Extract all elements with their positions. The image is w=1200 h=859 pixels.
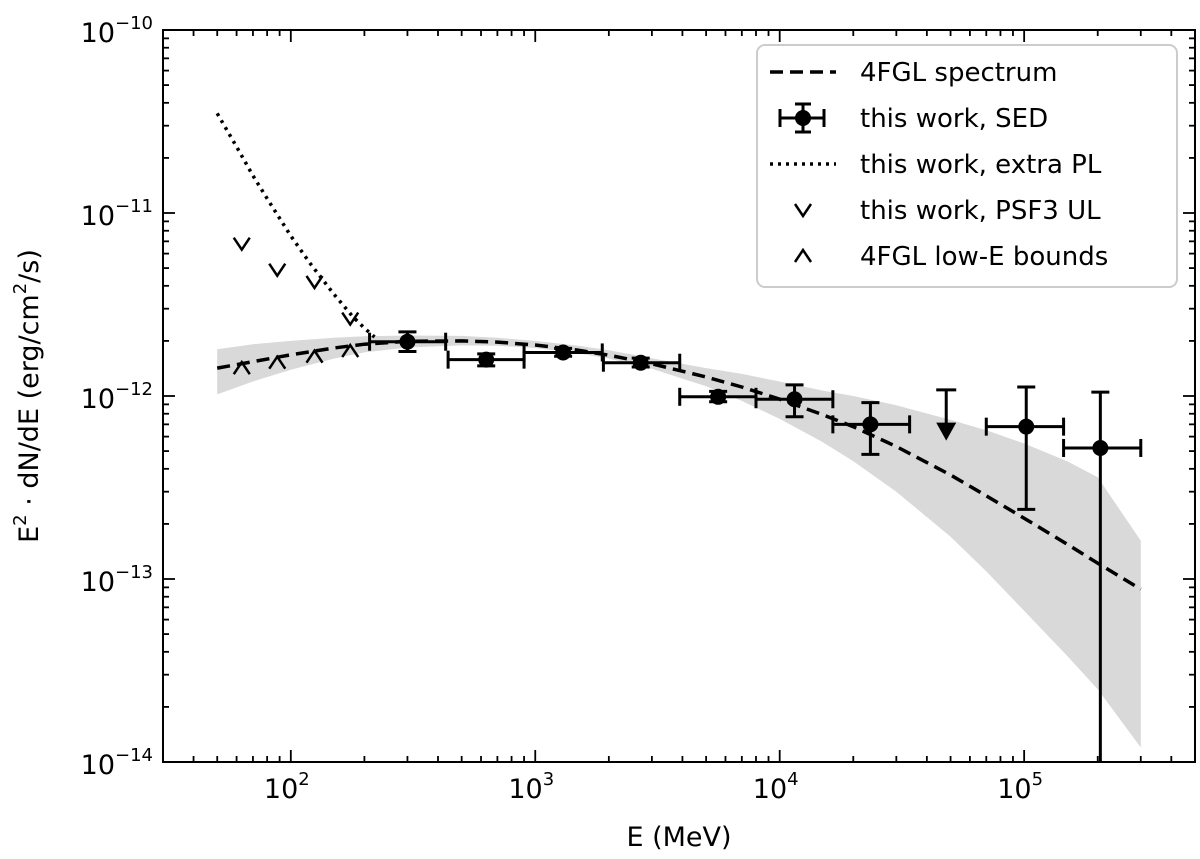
tick-exponent: 3 xyxy=(543,769,554,790)
sed-point xyxy=(678,387,758,406)
sed-marker xyxy=(862,416,879,433)
legend-vee-down-icon xyxy=(793,203,813,219)
tick-exponent: −10 xyxy=(115,13,153,34)
tick-exponent: −14 xyxy=(115,745,153,766)
legend-entry: 4FGL low-E bounds xyxy=(793,242,1108,272)
tick-exponent: −12 xyxy=(115,379,153,400)
y-tick-label: 10−13 xyxy=(81,562,153,598)
sed-marker xyxy=(786,391,803,408)
low-e-bound-marker xyxy=(341,342,360,358)
sed-point xyxy=(601,353,682,372)
sed-marker xyxy=(555,344,572,361)
sed-point xyxy=(522,343,604,362)
legend-label: this work, extra PL xyxy=(860,150,1102,180)
legend-label: 4FGL spectrum xyxy=(860,58,1057,88)
y-tick-label: 10−11 xyxy=(81,196,153,232)
y-label-part: /s) xyxy=(14,249,45,283)
legend-label: this work, SED xyxy=(860,104,1048,134)
upper-limit-arrowhead xyxy=(936,422,957,441)
x-tick-label: 103 xyxy=(508,769,554,805)
sed-upper-limit xyxy=(936,388,957,441)
sed-marker xyxy=(399,333,416,350)
tick-base: 10 xyxy=(997,774,1031,805)
legend-label: 4FGL low-E bounds xyxy=(860,242,1108,272)
sed-point xyxy=(831,401,912,456)
sed-point xyxy=(1062,390,1143,762)
tick-base: 10 xyxy=(508,774,542,805)
tick-base: 10 xyxy=(81,201,115,232)
tick-exponent: 5 xyxy=(1032,769,1043,790)
tick-exponent: −13 xyxy=(115,562,153,583)
legend-entry: this work, extra PL xyxy=(770,150,1102,180)
sed-marker xyxy=(632,354,649,371)
tick-exponent: 2 xyxy=(298,769,309,790)
y-tick-label: 10−10 xyxy=(81,13,153,49)
psf3-ul-marker xyxy=(268,263,287,278)
y-axis-label: E2 · dN/dE (erg/cm2/s) xyxy=(10,249,45,543)
sed-point xyxy=(754,383,835,419)
low-e-bound-marker xyxy=(232,359,251,375)
x-axis-label: E (MeV) xyxy=(626,822,731,853)
y-label-superscript: 2 xyxy=(10,514,31,525)
x-tick-label: 104 xyxy=(753,769,799,805)
psf3-ul-marker xyxy=(232,236,251,252)
points-layer xyxy=(232,236,1143,762)
x-tick-label: 105 xyxy=(997,769,1043,805)
y-tick-label: 10−14 xyxy=(81,745,153,781)
sed-point xyxy=(446,350,526,369)
legend-vee-up-icon xyxy=(793,247,813,263)
tick-base: 10 xyxy=(81,567,115,598)
sed-marker xyxy=(478,351,495,368)
legend: 4FGL spectrum this work, SED this work, ex… xyxy=(756,44,1178,288)
sed-marker xyxy=(1018,418,1035,435)
sed-marker xyxy=(710,388,727,405)
legend-entry: this work, SED xyxy=(778,102,1048,134)
sed-point xyxy=(368,330,448,354)
legend-label: this work, PSF3 UL xyxy=(860,196,1101,226)
sed-marker xyxy=(1092,439,1109,456)
psf3-ul-marker xyxy=(305,275,324,291)
y-label-part: · dN/dE (erg/cm xyxy=(14,294,45,514)
tick-base: 10 xyxy=(81,384,115,415)
sed-point xyxy=(984,385,1066,511)
tick-base: 10 xyxy=(264,774,298,805)
tick-base: 10 xyxy=(753,774,787,805)
tick-base: 10 xyxy=(81,18,115,49)
legend-box xyxy=(756,44,1178,288)
legend-entry: 4FGL spectrum xyxy=(770,58,1057,88)
plot-frame xyxy=(162,29,1196,763)
legend-sed-marker xyxy=(795,110,811,126)
x-tick-label: 102 xyxy=(264,769,310,805)
uncertainty-band-layer xyxy=(217,335,1141,748)
y-label-part: E xyxy=(14,526,45,543)
y-tick-label: 10−12 xyxy=(81,379,153,415)
legend-entry: this work, PSF3 UL xyxy=(793,196,1101,226)
tick-base: 10 xyxy=(81,750,115,781)
extra-pl-line xyxy=(215,112,376,339)
y-label-superscript: 2 xyxy=(10,283,31,294)
low-e-bound-marker xyxy=(305,348,324,364)
low-e-bound-marker xyxy=(268,354,287,370)
tick-exponent: 4 xyxy=(787,769,798,790)
tick-exponent: −11 xyxy=(115,196,153,217)
uncertainty-band xyxy=(217,335,1141,748)
psf3-ul-marker xyxy=(341,311,360,327)
